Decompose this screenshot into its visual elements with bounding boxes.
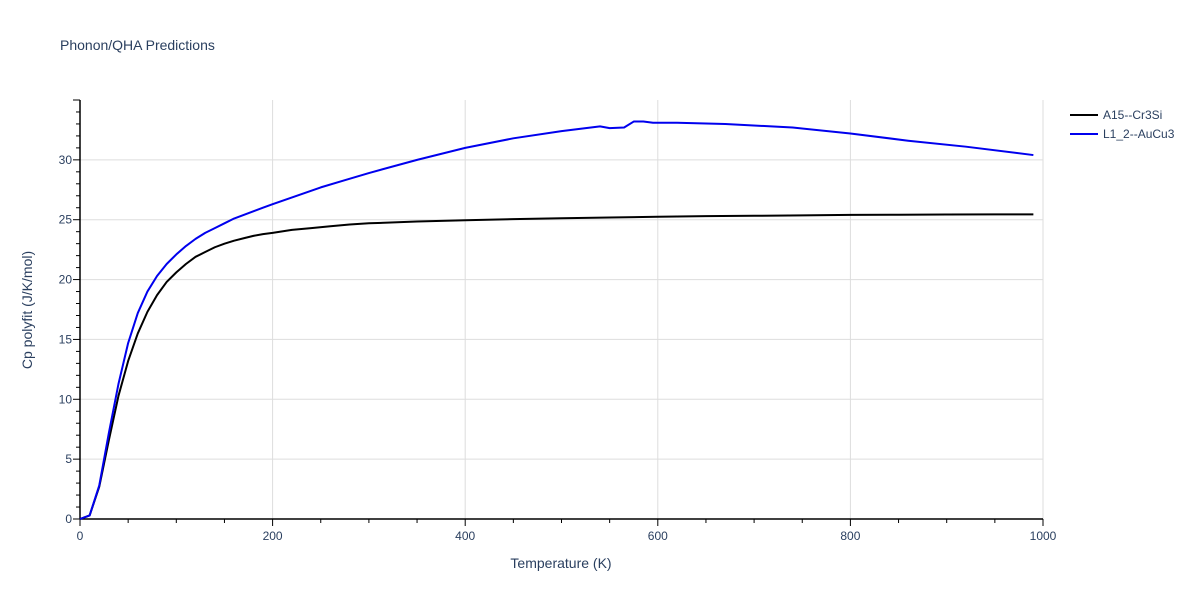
x-axis-title: Temperature (K): [510, 555, 611, 571]
y-tick-label: 5: [65, 452, 72, 466]
y-tick-label: 0: [65, 512, 72, 526]
y-tick-label: 30: [59, 153, 73, 167]
x-tick-label: 600: [648, 529, 668, 543]
x-tick-label: 800: [840, 529, 860, 543]
legend[interactable]: A15--Cr3Si L1_2--AuCu3: [1070, 108, 1175, 141]
chart-title: Phonon/QHA Predictions: [60, 37, 215, 53]
legend-item-1[interactable]: L1_2--AuCu3: [1070, 127, 1175, 141]
x-tick-label: 200: [263, 529, 283, 543]
series-line-1: [79, 120, 1034, 520]
y-axis-title: Cp polyfit (J/K/mol): [19, 251, 35, 369]
legend-item-0[interactable]: A15--Cr3Si: [1070, 108, 1162, 122]
grid: [80, 100, 1044, 519]
legend-label: A15--Cr3Si: [1103, 108, 1162, 122]
series-lines: [79, 120, 1034, 520]
legend-label: L1_2--AuCu3: [1103, 127, 1175, 141]
y-tick-label: 20: [59, 273, 73, 287]
series-line-0: [79, 213, 1034, 520]
tick-labels: 0 200 400 600 800 1000 0 5 10 15 20 25 30: [59, 153, 1057, 543]
y-tick-label: 25: [59, 213, 73, 227]
x-tick-label: 1000: [1030, 529, 1057, 543]
axes: [73, 99, 1044, 526]
y-tick-label: 10: [59, 392, 73, 406]
x-tick-label: 400: [455, 529, 475, 543]
x-tick-label: 0: [77, 529, 84, 543]
y-tick-label: 15: [59, 332, 73, 346]
